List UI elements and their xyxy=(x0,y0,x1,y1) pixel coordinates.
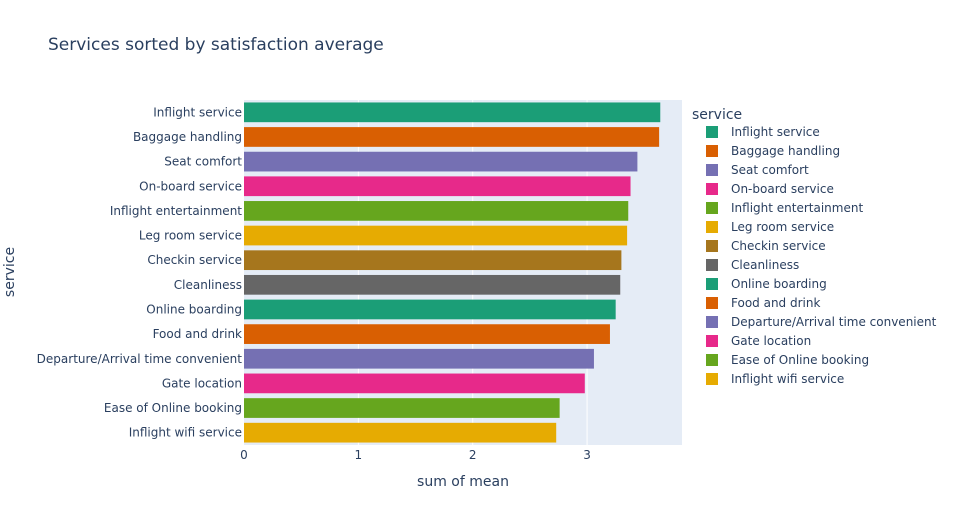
y-tick-label: Inflight service xyxy=(153,105,242,119)
y-tick-label: Departure/Arrival time convenient xyxy=(37,352,243,366)
bar[interactable] xyxy=(244,422,557,443)
x-tick-label: 1 xyxy=(355,448,363,462)
legend-item[interactable]: Inflight wifi service xyxy=(731,372,844,386)
legend-item[interactable]: Cleanliness xyxy=(731,258,799,272)
x-tick-label: 0 xyxy=(240,448,248,462)
x-tick-label: 3 xyxy=(583,448,591,462)
legend-swatch xyxy=(706,316,718,328)
legend-item[interactable]: Baggage handling xyxy=(731,144,840,158)
legend-item[interactable]: Checkin service xyxy=(731,239,826,253)
legend-swatch xyxy=(706,183,718,195)
bar[interactable] xyxy=(244,398,560,418)
legend-item[interactable]: Online boarding xyxy=(731,277,827,291)
legend-swatch xyxy=(706,354,718,366)
legend-item[interactable]: Ease of Online booking xyxy=(731,353,869,367)
bar[interactable] xyxy=(244,102,661,123)
y-tick-label: Food and drink xyxy=(153,327,242,341)
legend-swatch xyxy=(706,221,718,233)
bar[interactable] xyxy=(244,373,585,394)
legend-item[interactable]: Inflight service xyxy=(731,125,820,139)
legend-swatch xyxy=(706,145,718,157)
bar[interactable] xyxy=(244,324,610,344)
bar[interactable] xyxy=(244,250,622,271)
y-tick-label: Gate location xyxy=(162,376,242,390)
x-tick-labels: 0 1 2 3 xyxy=(240,448,591,462)
x-tick-label: 2 xyxy=(469,448,477,462)
legend-swatch xyxy=(706,335,718,347)
legend-swatch xyxy=(706,259,718,271)
bar[interactable] xyxy=(244,176,631,197)
y-tick-label: On-board service xyxy=(139,179,242,193)
y-tick-label: Baggage handling xyxy=(133,130,242,144)
legend-swatch xyxy=(706,240,718,252)
bar[interactable] xyxy=(244,348,594,369)
y-tick-label: Online boarding xyxy=(146,302,242,316)
bar[interactable] xyxy=(244,127,660,147)
legend-item[interactable]: Inflight entertainment xyxy=(731,201,863,215)
legend[interactable]: service Inflight service Baggage handling… xyxy=(692,107,937,386)
legend-item[interactable]: Departure/Arrival time convenient xyxy=(731,315,937,329)
legend-swatch xyxy=(706,164,718,176)
bar[interactable] xyxy=(244,151,638,172)
legend-item[interactable]: Food and drink xyxy=(731,296,820,310)
bar[interactable] xyxy=(244,299,616,320)
bar[interactable] xyxy=(244,274,621,295)
y-tick-label: Inflight wifi service xyxy=(129,426,242,440)
legend-swatch xyxy=(706,202,718,214)
y-tick-label: Inflight entertainment xyxy=(110,204,242,218)
y-tick-label: Ease of Online booking xyxy=(104,401,242,415)
y-tick-label: Cleanliness xyxy=(174,278,242,292)
legend-item[interactable]: Gate location xyxy=(731,334,811,348)
legend-swatch xyxy=(706,126,718,138)
x-axis-label: sum of mean xyxy=(417,474,509,490)
y-tick-label: Seat comfort xyxy=(164,155,242,169)
bars xyxy=(244,102,661,443)
legend-item[interactable]: Seat comfort xyxy=(731,163,809,177)
chart-title: Services sorted by satisfaction average xyxy=(48,35,384,55)
y-tick-label: Leg room service xyxy=(139,229,242,243)
legend-item[interactable]: On-board service xyxy=(731,182,834,196)
legend-swatch xyxy=(706,297,718,309)
bar[interactable] xyxy=(244,201,629,221)
legend-item[interactable]: Leg room service xyxy=(731,220,834,234)
y-tick-labels: Inflight service Baggage handling Seat com… xyxy=(37,105,243,439)
y-axis-label: service xyxy=(2,247,18,297)
legend-swatch xyxy=(706,373,718,385)
bar[interactable] xyxy=(244,225,628,246)
legend-swatch xyxy=(706,278,718,290)
legend-title: service xyxy=(692,107,742,123)
y-tick-label: Checkin service xyxy=(147,253,242,267)
